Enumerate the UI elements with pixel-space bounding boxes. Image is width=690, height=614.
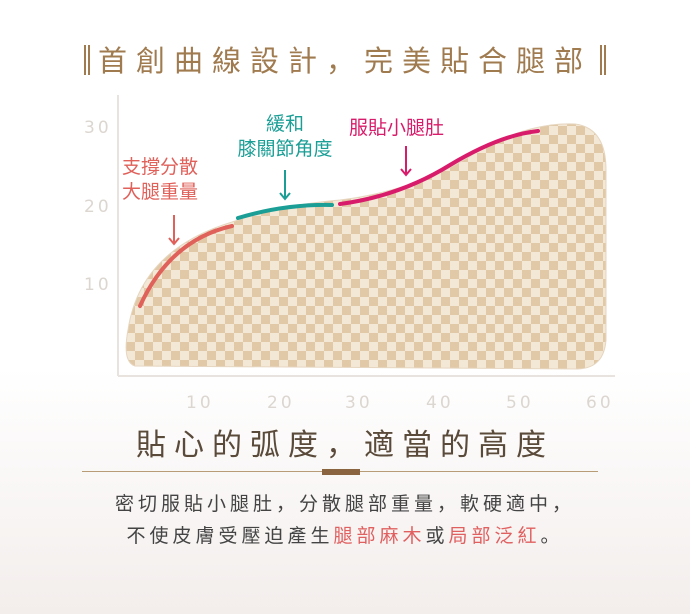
text: 。 [540,525,564,547]
description-line: 密切服貼小腿肚，分散腿部重量，軟硬適中， [114,493,575,515]
arrow-down-icon [279,170,291,201]
annotation-thigh: 支撐分散 大腿重量 [122,155,198,205]
annotation-line: 膝關節角度 [237,138,333,160]
divider-accent [322,469,360,475]
y-tick: 10 [84,275,112,295]
arrow-down-icon [400,146,412,177]
description: 密切服貼小腿肚，分散腿部重量，軟硬適中， 不使皮膚受壓迫產生腿部麻木或局部泛紅。 [0,488,690,552]
x-tick: 50 [506,393,534,413]
highlight-text: 局部泛紅 [448,525,541,547]
text: 或 [425,525,449,547]
x-tick: 20 [267,393,295,413]
y-tick: 20 [84,197,112,217]
y-tick: 30 [84,118,112,138]
annotation-knee: 緩和 膝關節角度 [226,112,344,162]
pillow-diagram: 30 20 10 10 20 30 40 50 60 [84,95,615,413]
knee-curve [236,202,334,220]
x-tick: 30 [345,393,373,413]
arrow-down-icon [168,215,180,246]
pillow-shape [125,123,607,370]
x-tick: 10 [186,393,214,413]
headline: 首創曲線設計，完美貼合腿部 [0,38,690,80]
annotation-line: 支撐分散 [122,156,199,178]
annotation-calf: 服貼小腿肚 [349,116,444,141]
subtitle: 貼心的弧度，適當的高度 [136,428,554,463]
x-tick: 40 [426,393,454,413]
x-tick: 60 [586,393,614,413]
calf-curve [338,129,540,206]
headline-text: 首創曲線設計，完美貼合腿部 [97,44,592,78]
highlight-text: 腿部麻木 [333,525,426,547]
text: 不使皮膚受壓迫產生 [126,525,334,547]
title-bar-left [83,45,90,75]
title-bar-right [600,45,606,75]
annotation-line: 大腿重量 [122,181,199,203]
description-line: 不使皮膚受壓迫產生腿部麻木或局部泛紅。 [0,520,690,552]
annotation-line: 緩和 [265,113,304,135]
thigh-curve [138,224,234,308]
annotation-line: 服貼小腿肚 [349,117,445,139]
